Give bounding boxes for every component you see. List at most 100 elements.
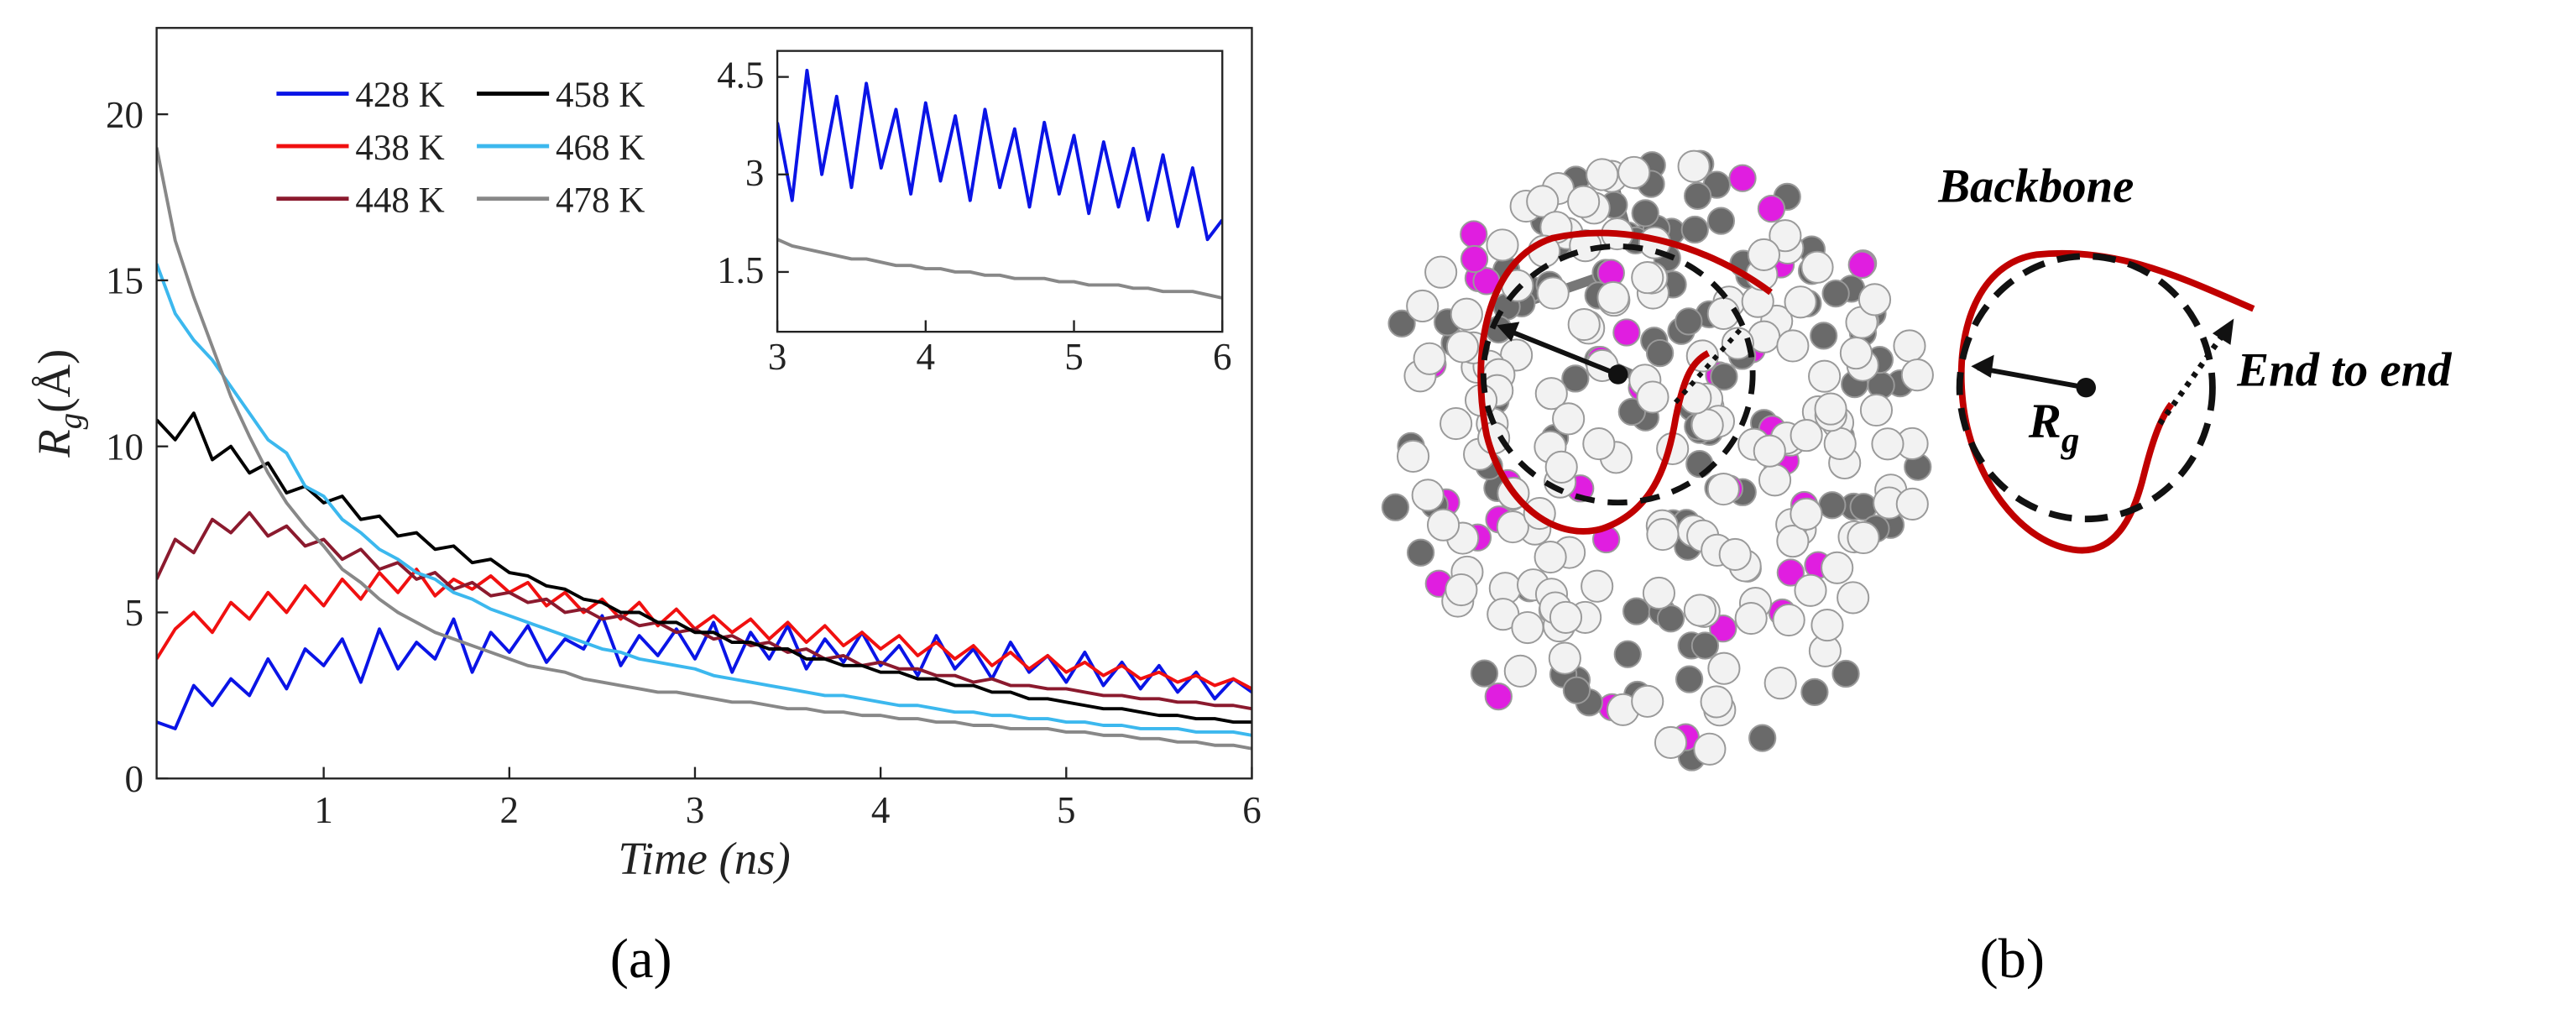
atom	[1596, 280, 1630, 315]
series-line	[777, 68, 1223, 242]
atom	[1821, 551, 1854, 584]
atom	[1675, 307, 1703, 336]
end-to-end-label: End to end	[2236, 344, 2453, 397]
center-point	[2076, 377, 2097, 398]
atom	[1552, 402, 1586, 436]
inset-chart: 3 4 5 6 1.5 3 4.5	[717, 50, 1231, 378]
atom	[1871, 427, 1905, 461]
atom	[1776, 329, 1810, 363]
atom	[1642, 576, 1675, 610]
x-axis-label: Time (ns)	[618, 833, 790, 884]
backbone-overlay	[1477, 229, 1773, 535]
atom	[1680, 215, 1709, 244]
rg-circle-overlay	[1480, 243, 1756, 506]
x-tick-label: 4	[917, 336, 936, 378]
y-label-unit: (Å)	[29, 349, 80, 413]
atom	[1582, 427, 1616, 461]
x-tick-label: 6	[1242, 789, 1262, 831]
legend-label: 458 K	[556, 76, 645, 115]
atom	[1567, 308, 1601, 342]
arrow-head	[2212, 318, 2234, 345]
atom	[1549, 600, 1583, 634]
atom	[1581, 569, 1614, 603]
atom	[1460, 220, 1488, 249]
atom	[1753, 434, 1786, 468]
rg-symbol: R	[2028, 393, 2061, 447]
arrow-head	[1496, 322, 1520, 342]
x-tick-label: 3	[768, 336, 787, 378]
panel-label: (b)	[1979, 929, 2045, 990]
atom	[1790, 419, 1823, 453]
atom	[1617, 155, 1651, 189]
atom	[1707, 651, 1741, 685]
atom	[1811, 609, 1844, 642]
atom	[1646, 518, 1680, 552]
atom	[1427, 508, 1460, 542]
atom	[1511, 610, 1544, 645]
atom	[1839, 337, 1873, 370]
atom	[1721, 327, 1754, 360]
legend: 428 K 438 K 448 K 458 K 468 K 478 K	[276, 76, 645, 220]
atom	[1445, 330, 1480, 364]
series-group	[777, 68, 1223, 300]
atom	[1710, 362, 1738, 391]
x-tick-label: 4	[871, 789, 891, 831]
series-line	[156, 411, 1252, 724]
atom	[1734, 601, 1768, 636]
atom	[1397, 439, 1430, 473]
atom	[1823, 426, 1857, 460]
x-tick-label: 5	[1057, 789, 1076, 831]
atom	[1818, 491, 1847, 520]
atom	[1387, 309, 1416, 338]
series-line	[156, 568, 1252, 691]
atom	[1847, 250, 1876, 279]
atom	[1536, 276, 1570, 310]
atom	[1776, 525, 1810, 558]
y-tick-label: 3	[745, 152, 765, 194]
atom	[1586, 158, 1619, 191]
series-group	[156, 147, 1252, 751]
series-line	[156, 510, 1252, 711]
atom	[1748, 724, 1777, 752]
atom	[1790, 497, 1823, 531]
atom	[1496, 510, 1529, 544]
atom	[1677, 149, 1711, 183]
atom	[1893, 329, 1926, 363]
atom	[1776, 558, 1805, 587]
atom	[1503, 654, 1537, 688]
atom	[1613, 640, 1642, 668]
y-tick-label: 20	[106, 94, 144, 136]
atom	[1810, 322, 1838, 350]
atom	[1567, 185, 1601, 218]
atom	[1800, 250, 1834, 284]
atom	[1470, 659, 1499, 688]
atom	[1683, 594, 1716, 627]
atom	[1534, 377, 1568, 411]
atom	[1612, 318, 1641, 347]
y-label-symbol: R	[29, 429, 80, 458]
molecule	[1381, 149, 1934, 772]
atom	[1794, 573, 1827, 607]
axes-frame	[776, 50, 1224, 333]
atom	[1895, 487, 1929, 521]
y-tick-label: 1.5	[717, 249, 764, 291]
rg-label: Rg	[2028, 393, 2080, 460]
atom	[1424, 255, 1458, 289]
atom	[1772, 603, 1805, 637]
rg-arrow-overlay	[1502, 326, 1619, 377]
atom	[1690, 408, 1724, 442]
atom	[1847, 521, 1880, 555]
atom	[1636, 380, 1669, 414]
atom	[1800, 678, 1829, 707]
atom	[1411, 479, 1445, 512]
x-tick-label: 5	[1064, 336, 1084, 378]
atom	[1406, 289, 1440, 323]
atom	[1693, 732, 1727, 766]
legend-label: 478 K	[556, 181, 645, 220]
atom	[1631, 261, 1664, 295]
atom	[1413, 342, 1446, 375]
rg-subscript: g	[2061, 421, 2080, 460]
atom	[1440, 406, 1473, 441]
